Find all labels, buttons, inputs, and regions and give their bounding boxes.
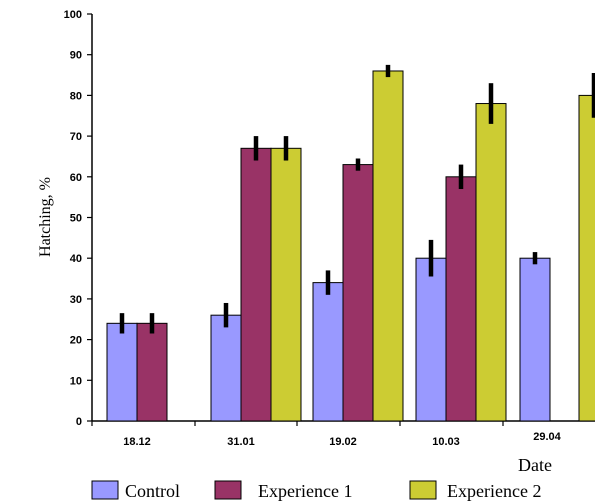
- y-tick-label: 80: [70, 90, 82, 102]
- x-tick-label: 29.04: [533, 431, 561, 443]
- y-axis: 0 10 20 30 40 50 60 70 80 90 100: [64, 9, 93, 428]
- y-tick-label: 50: [70, 213, 82, 225]
- bar: [372, 70, 404, 422]
- x-tick-label: 18.12: [123, 436, 151, 448]
- legend-label: Experience 2: [447, 481, 541, 501]
- y-tick-label: 30: [70, 294, 82, 306]
- bar: [312, 282, 344, 422]
- y-tick-label: 40: [70, 253, 82, 265]
- legend: Control Experience 1 Experience 2: [91, 480, 541, 501]
- legend-swatch: [214, 480, 242, 500]
- error-bars: [119, 64, 595, 334]
- bars: [106, 70, 595, 422]
- legend-swatch: [91, 480, 119, 500]
- bar: [136, 322, 168, 422]
- bar: [106, 322, 138, 422]
- bar: [445, 176, 477, 422]
- legend-label: Experience 1: [258, 481, 352, 501]
- bar: [519, 257, 551, 422]
- y-axis-label: Hatching, %: [37, 177, 54, 257]
- x-tick-label: 10.03: [432, 436, 460, 448]
- bar: [342, 164, 374, 422]
- bar: [578, 94, 595, 422]
- x-tick-label: 31.01: [227, 436, 255, 448]
- legend-swatch: [409, 480, 437, 500]
- bar: [210, 314, 242, 422]
- x-axis: 18.12 31.01 19.02 10.03 29.04: [91, 420, 595, 448]
- y-tick-label: 70: [70, 131, 82, 143]
- y-tick-label: 60: [70, 172, 82, 184]
- y-tick-label: 10: [70, 375, 82, 387]
- bar: [475, 103, 507, 422]
- legend-label: Control: [125, 481, 180, 501]
- bar: [240, 147, 272, 422]
- x-tick-label: 19.02: [329, 436, 357, 448]
- y-tick-label: 100: [64, 9, 82, 21]
- y-tick-label: 90: [70, 50, 82, 62]
- bar: [415, 257, 447, 422]
- y-tick-label: 20: [70, 335, 82, 347]
- bar: [270, 147, 302, 422]
- x-axis-label: Date: [518, 455, 552, 475]
- y-tick-label: 0: [76, 416, 82, 428]
